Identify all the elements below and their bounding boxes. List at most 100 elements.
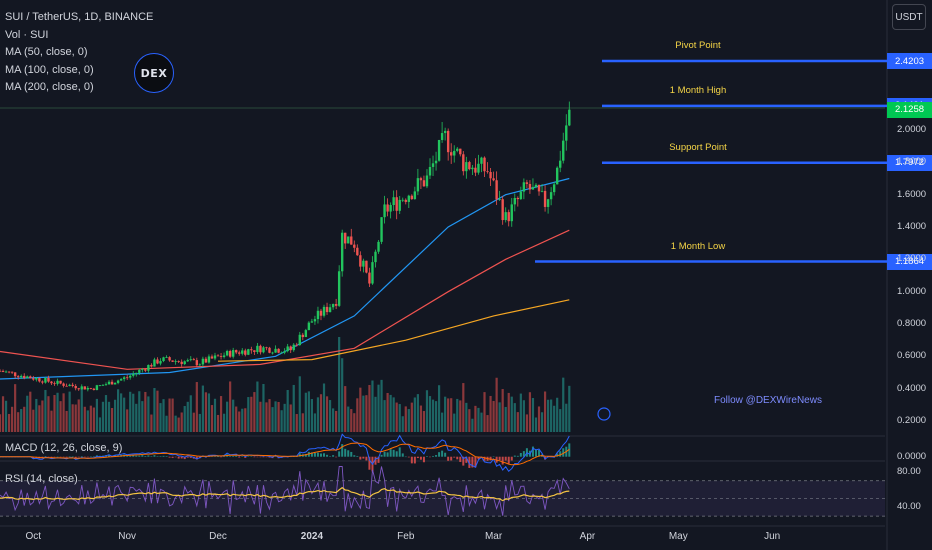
level-price-tag: 2.4203 (887, 53, 932, 69)
x-axis-tick: Mar (484, 531, 503, 542)
candle-body (537, 184, 541, 192)
volume-bar (486, 415, 489, 432)
level-price-tag: 1.7972 (887, 154, 932, 171)
macd-bar (438, 452, 441, 457)
candle-body (68, 384, 71, 387)
macd-bar (498, 456, 501, 461)
macd-bar (89, 456, 92, 458)
candle-body (159, 361, 162, 364)
candle-body (431, 163, 435, 167)
candle-body (443, 130, 447, 134)
candle-body (289, 346, 292, 351)
candle-body (201, 358, 205, 365)
macd-bar (483, 456, 486, 461)
macd-bar (471, 456, 474, 468)
candle-body (540, 190, 544, 192)
macd-bar (238, 456, 241, 458)
macd-bar (32, 456, 35, 459)
volume-bar (395, 402, 398, 432)
volume-bar (219, 396, 223, 432)
ma-line-100 (0, 229, 570, 370)
candle-body (35, 378, 38, 380)
candle-body (277, 348, 280, 353)
candle-body (350, 236, 353, 245)
candle-body (489, 172, 492, 179)
candle-body (74, 385, 77, 389)
macd-bar (265, 456, 268, 458)
rsi-label[interactable]: RSI (14, close) (5, 473, 78, 485)
macd-bar (147, 455, 150, 457)
volume-bar (565, 403, 568, 432)
volume-bar (383, 400, 386, 432)
macd-bar (562, 448, 565, 457)
replay-icon (597, 407, 611, 421)
macd-bar (444, 452, 447, 457)
volume-bar (192, 412, 195, 432)
volume-bar (398, 404, 401, 432)
volume-bar (286, 389, 289, 432)
x-axis-tick: Apr (579, 531, 596, 542)
candle-body (344, 232, 347, 244)
candle-body (522, 182, 526, 192)
volume-bar (289, 404, 292, 432)
volume-bar (7, 413, 11, 432)
candle-body (513, 197, 516, 205)
macd-bar (80, 456, 83, 457)
candles (0, 101, 571, 392)
volume-bar (489, 395, 492, 432)
candle-body (322, 306, 326, 316)
candle-body (16, 376, 20, 378)
candle-body (368, 272, 371, 284)
macd-bar (429, 456, 431, 458)
volume-bar (353, 413, 356, 432)
candle-body (265, 347, 268, 349)
volume-bars (0, 337, 571, 432)
legend-symbol[interactable]: SUI / TetherUS, 1D, BINANCE (5, 11, 154, 23)
candle-body (374, 251, 377, 263)
candle-body (119, 379, 123, 381)
candle-body (132, 373, 135, 376)
legend-ma100[interactable]: MA (100, close, 0) (5, 63, 94, 76)
volume-bar (492, 400, 495, 432)
volume-bar (222, 413, 226, 432)
macd-bar (153, 455, 156, 457)
dex-logo: DEX (134, 53, 174, 93)
volume-bar (153, 388, 156, 432)
candle-body (138, 369, 141, 373)
volume-bar (177, 417, 180, 432)
legend-ma50[interactable]: MA (50, close, 0) (5, 46, 88, 58)
macd-bar (435, 455, 438, 457)
candle-body (0, 370, 2, 372)
rsi-axis-tick: 80.00 (897, 465, 921, 477)
volume-bar (319, 394, 323, 432)
macd-bar (422, 456, 425, 463)
candle-body (340, 232, 344, 272)
candle-body (483, 157, 486, 172)
candle-body (307, 322, 311, 331)
volume-bar (98, 417, 102, 432)
currency-button[interactable]: USDT (892, 4, 926, 30)
volume-bar (183, 406, 186, 432)
macd-bar (177, 456, 180, 459)
macd-bar (129, 455, 132, 457)
macd-bar (77, 456, 80, 458)
volume-bar (198, 413, 201, 432)
volume-bar (537, 406, 541, 432)
candle-body (365, 260, 368, 273)
candle-body (425, 175, 429, 187)
macd-bar (519, 452, 522, 457)
candle-body (231, 350, 235, 357)
volume-bar (338, 337, 341, 432)
x-axis-tick: Dec (209, 531, 227, 542)
candle-body (380, 217, 383, 242)
volume-bar (156, 390, 159, 432)
macd-bar (350, 451, 353, 457)
macd-label[interactable]: MACD (12, 26, close, 9) (5, 442, 123, 454)
legend-ma200[interactable]: MA (200, close, 0) (5, 81, 94, 93)
candle-body (356, 247, 359, 256)
macd-bar (425, 456, 428, 457)
candle-body (38, 378, 41, 382)
volume-bar (265, 402, 268, 432)
legend-volume[interactable]: Vol · SUI (5, 28, 49, 41)
